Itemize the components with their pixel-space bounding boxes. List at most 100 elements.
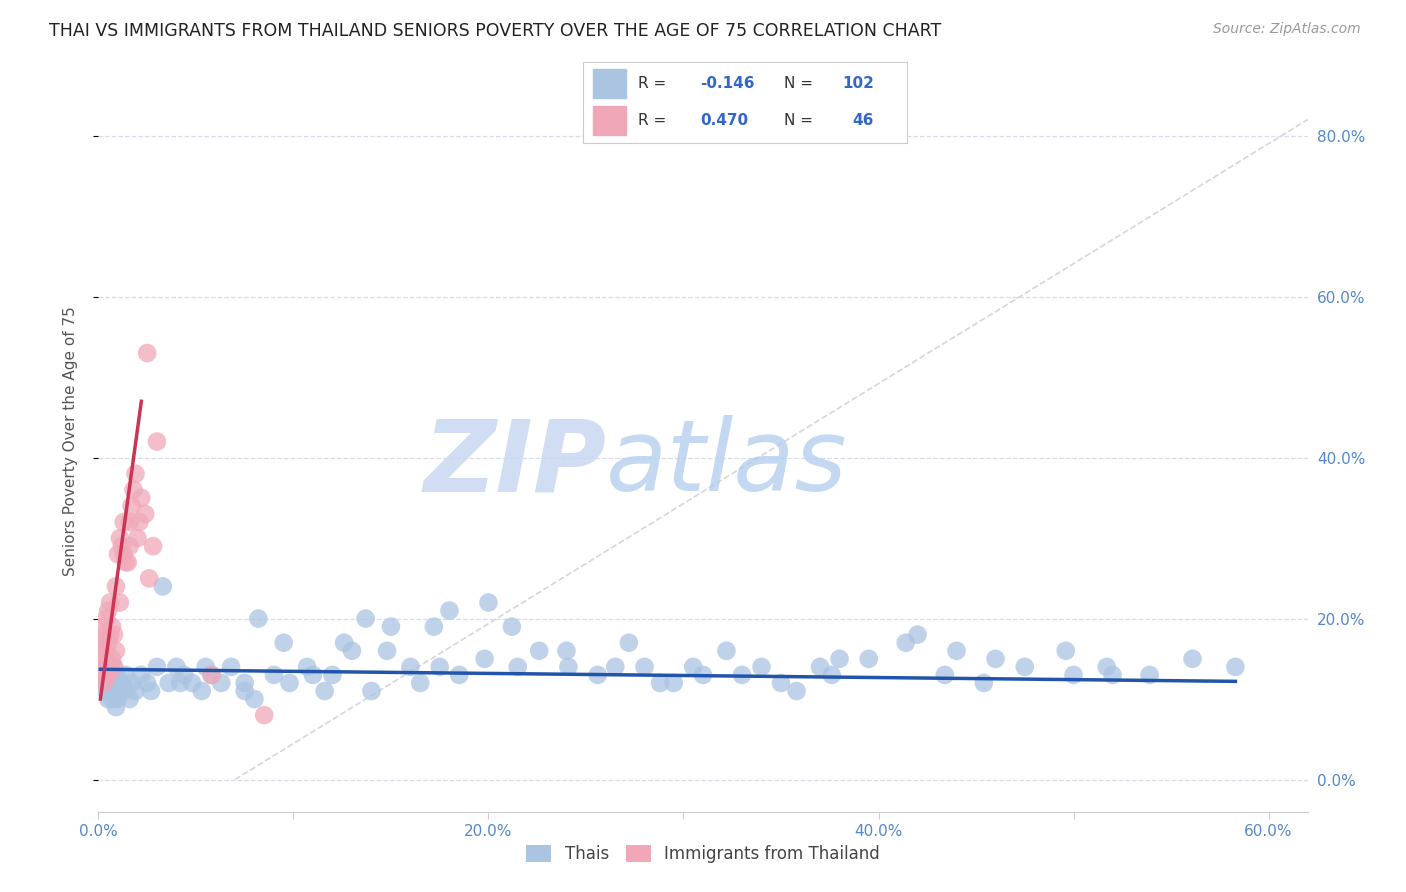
Point — [474, 652, 496, 666]
Point — [477, 595, 499, 609]
Point — [751, 660, 773, 674]
Point — [786, 684, 808, 698]
Point — [98, 628, 121, 642]
Point — [101, 692, 124, 706]
Point — [108, 531, 131, 545]
Point — [111, 676, 134, 690]
Point — [134, 507, 156, 521]
Point — [107, 676, 129, 690]
Point — [124, 467, 146, 481]
Point — [934, 668, 956, 682]
Point — [121, 499, 143, 513]
Point — [263, 668, 285, 682]
Text: THAI VS IMMIGRANTS FROM THAILAND SENIORS POVERTY OVER THE AGE OF 75 CORRELATION : THAI VS IMMIGRANTS FROM THAILAND SENIORS… — [49, 22, 942, 40]
Text: R =: R = — [638, 76, 672, 91]
Point — [200, 668, 222, 682]
Point — [91, 619, 114, 633]
Point — [112, 515, 135, 529]
Point — [907, 628, 929, 642]
Point — [233, 676, 256, 690]
Point — [1095, 660, 1118, 674]
Y-axis label: Seniors Poverty Over the Age of 75: Seniors Poverty Over the Age of 75 — [63, 307, 77, 576]
Point — [648, 676, 671, 690]
Point — [114, 668, 136, 682]
Text: R =: R = — [638, 112, 672, 128]
Point — [89, 660, 111, 674]
Point — [1014, 660, 1036, 674]
Point — [111, 539, 134, 553]
Point — [439, 603, 461, 617]
Point — [104, 644, 127, 658]
Point — [633, 660, 655, 674]
Point — [101, 676, 124, 690]
Point — [716, 644, 738, 658]
Point — [769, 676, 792, 690]
Point — [302, 668, 325, 682]
Point — [98, 595, 121, 609]
Point — [118, 539, 141, 553]
Point — [152, 579, 174, 593]
Point — [181, 676, 204, 690]
Point — [96, 668, 118, 682]
Point — [93, 628, 115, 642]
Point — [209, 676, 232, 690]
Point — [114, 555, 136, 569]
Point — [146, 434, 169, 449]
Point — [103, 660, 125, 674]
Point — [557, 660, 579, 674]
Point — [93, 676, 115, 690]
Point — [139, 684, 162, 698]
Point — [808, 660, 831, 674]
Point — [89, 636, 111, 650]
Point — [219, 660, 242, 674]
Point — [97, 676, 120, 690]
Point — [96, 644, 118, 658]
Point — [138, 571, 160, 585]
Bar — [593, 69, 626, 98]
Point — [117, 555, 139, 569]
Point — [122, 483, 145, 497]
Point — [165, 660, 187, 674]
Point — [984, 652, 1007, 666]
Point — [527, 644, 550, 658]
Point — [97, 636, 120, 650]
Text: atlas: atlas — [606, 416, 848, 512]
Point — [243, 692, 266, 706]
Point — [1225, 660, 1247, 674]
Point — [98, 660, 121, 674]
Text: ZIP: ZIP — [423, 416, 606, 512]
Point — [136, 346, 159, 360]
Point — [423, 619, 446, 633]
Point — [314, 684, 336, 698]
Point — [142, 539, 165, 553]
Point — [101, 619, 124, 633]
Point — [409, 676, 432, 690]
Point — [108, 684, 131, 698]
Point — [1181, 652, 1204, 666]
Point — [112, 547, 135, 561]
Point — [124, 684, 146, 698]
Text: N =: N = — [785, 112, 818, 128]
Point — [821, 668, 844, 682]
Point — [136, 676, 159, 690]
Point — [97, 668, 120, 682]
Point — [828, 652, 851, 666]
Point — [98, 684, 121, 698]
Point — [295, 660, 318, 674]
Point — [128, 515, 150, 529]
Point — [98, 660, 121, 674]
Point — [375, 644, 398, 658]
Text: 102: 102 — [842, 76, 875, 91]
Point — [194, 660, 217, 674]
Point — [731, 668, 754, 682]
Point — [662, 676, 685, 690]
Point — [605, 660, 627, 674]
Point — [89, 660, 111, 674]
Point — [321, 668, 343, 682]
Point — [101, 652, 124, 666]
Point — [333, 636, 356, 650]
Text: -0.146: -0.146 — [700, 76, 755, 91]
Point — [96, 684, 118, 698]
Point — [501, 619, 523, 633]
Point — [157, 676, 180, 690]
